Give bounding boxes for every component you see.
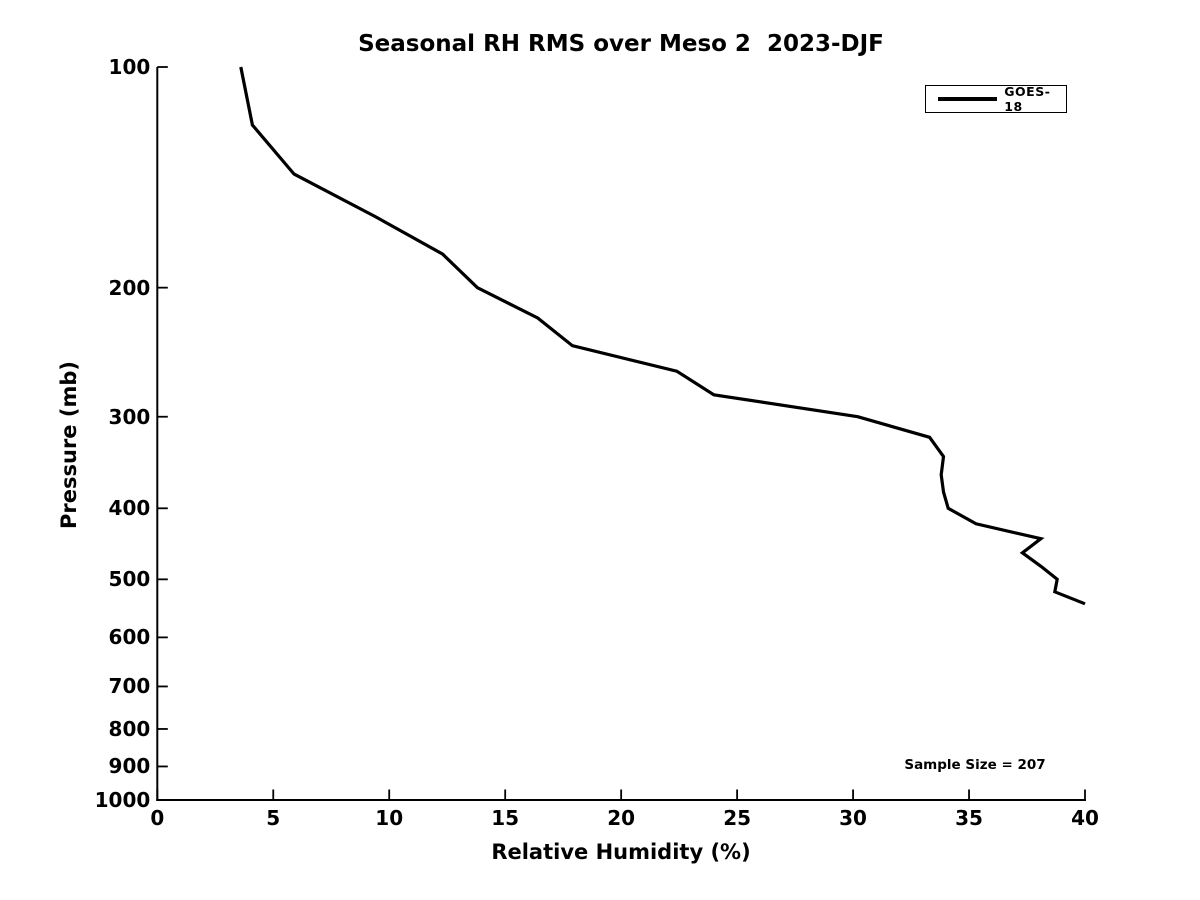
series-line-goes-18 [239, 66, 1086, 606]
x-tick-label: 15 [491, 806, 520, 830]
x-tick-label: 10 [375, 806, 404, 830]
y-tick-label: 800 [108, 716, 151, 741]
y-tick-label: 700 [108, 674, 151, 699]
x-tick-label: 0 [150, 806, 165, 830]
x-tick-label: 20 [607, 806, 636, 830]
legend: GOES-18 [925, 84, 1067, 114]
x-tick-label: 25 [723, 806, 752, 830]
y-tick-label: 400 [108, 496, 151, 521]
legend-series-label: GOES-18 [1004, 84, 1051, 114]
chart-title: Seasonal RH RMS over Meso 2 2023-DJF [358, 31, 884, 57]
y-tick-label: 1000 [94, 788, 151, 812]
y-tick-label: 500 [108, 567, 151, 592]
sample-size-annotation: Sample Size = 207 [904, 757, 1046, 773]
x-tick-label: 40 [1071, 806, 1099, 830]
y-tick-label: 200 [108, 275, 151, 300]
y-tick-label: 100 [108, 55, 151, 79]
x-tick-label: 30 [839, 806, 867, 830]
y-axis-label: Pressure (mb) [57, 361, 81, 529]
legend-line-sample [938, 97, 998, 101]
x-tick-label: 5 [266, 806, 281, 830]
x-axis-label: Relative Humidity (%) [491, 840, 751, 864]
y-tick-label: 300 [108, 404, 151, 429]
y-tick-label: 600 [108, 625, 151, 650]
y-tick-label: 900 [108, 754, 151, 779]
x-tick-label: 35 [955, 806, 983, 830]
